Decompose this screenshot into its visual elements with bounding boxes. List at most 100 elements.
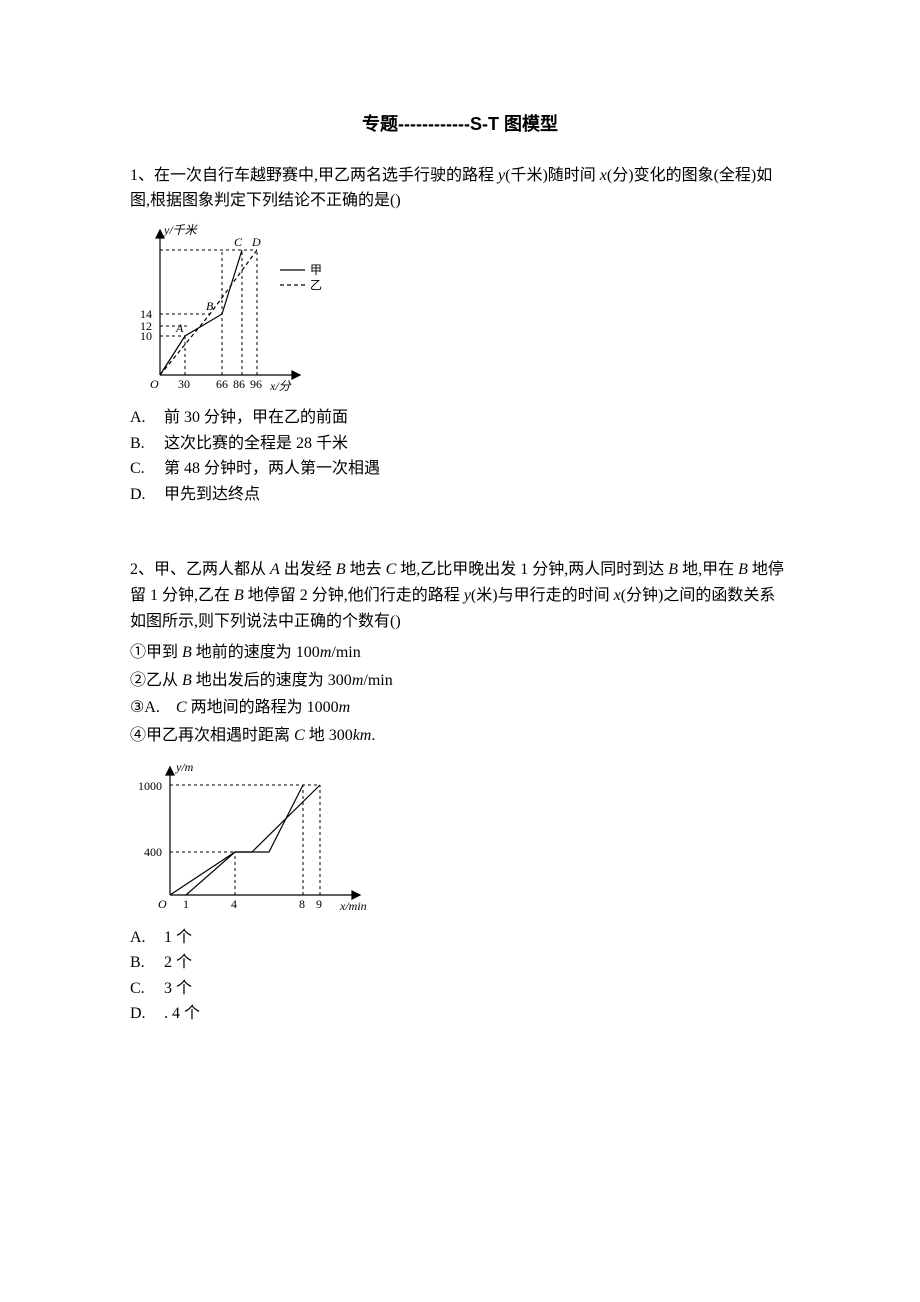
q1-figure: y/千米 x/分 O 10 12 14 30 66 86 96 (130, 220, 790, 395)
q1-let-d: D. (130, 482, 164, 508)
q2-s3-m: m (339, 699, 351, 716)
q2-ytick-1000: 1000 (138, 779, 162, 793)
q1-options: A.前 30 分钟，甲在乙的前面 B.这次比赛的全程是 28 千米 C.第 48… (130, 405, 790, 507)
q1-xtick-66: 66 (216, 377, 228, 391)
q2-xtick-1: 1 (183, 897, 189, 911)
q2-t7: 地停留 2 分钟,他们行走的路程 (244, 587, 464, 604)
q1-stem: 1、在一次自行车越野赛中,甲乙两名选手行驶的路程 y(千米)随时间 x(分)变化… (130, 163, 790, 214)
q2-s4-dot: . (371, 727, 375, 744)
q2-option-b: B.2 个 (130, 950, 790, 976)
page-title: 专题------------S-T 图模型 (130, 110, 790, 139)
q1-ylabel: y/千米 (163, 223, 199, 237)
q1-opt-b-text: 这次比赛的全程是 28 千米 (164, 431, 348, 457)
q2-opt-b-text: 2 个 (164, 950, 192, 976)
q2-statements: ①甲到 B 地前的速度为 100m/min ②乙从 B 地出发后的速度为 300… (130, 640, 790, 748)
q2-xtick-8: 8 (299, 897, 305, 911)
q1-origin: O (150, 377, 159, 391)
q2-s4-mid: 地 300 (305, 727, 353, 744)
q2-xtick-9: 9 (316, 897, 322, 911)
q1-pt-C: C (234, 235, 243, 249)
q1-legend-solid: 甲 (310, 263, 322, 277)
q2-C1: C (386, 561, 397, 578)
q2-let-c: C. (130, 976, 164, 1002)
q2-figure: y/m x/min O 1000 400 1 4 8 9 (130, 755, 790, 915)
q1-option-a: A.前 30 分钟，甲在乙的前面 (130, 405, 790, 431)
q1-xtick-30: 30 (178, 377, 190, 391)
q1-ytick-12: 12 (140, 319, 152, 333)
q1-let-a: A. (130, 405, 164, 431)
q2-A1: A (270, 561, 280, 578)
q2-s2-pre: ②乙从 (130, 672, 182, 689)
q2-B4: B (234, 587, 244, 604)
q1-chart: y/千米 x/分 O 10 12 14 30 66 86 96 (130, 220, 350, 395)
q2-ylabel: y/m (175, 760, 194, 774)
q2-ytick-400: 400 (144, 845, 162, 859)
q1-opt-a-text: 前 30 分钟，甲在乙的前面 (164, 405, 348, 431)
q2-s4: ④甲乙再次相遇时距离 C 地 300km. (130, 723, 790, 749)
q2-s4-km: km (353, 727, 372, 744)
q1-stem-text-1: 1、在一次自行车越野赛中,甲乙两名选手行驶的路程 (130, 167, 498, 184)
q2-option-c: C.3 个 (130, 976, 790, 1002)
q2-origin: O (158, 897, 167, 911)
q2-y: y (464, 587, 471, 604)
q2-B1: B (336, 561, 346, 578)
q2-s4-C: C (294, 727, 305, 744)
q1-let-c: C. (130, 456, 164, 482)
q2-s3-C: C (176, 699, 187, 716)
q2-s1-pre: ①甲到 (130, 644, 182, 661)
q2-s2-unit: /min (363, 672, 392, 689)
q2-B3: B (738, 561, 748, 578)
q2-xtick-4: 4 (231, 897, 237, 911)
q2-let-d: D. (130, 1001, 164, 1027)
q2-let-b: B. (130, 950, 164, 976)
q2-stem: 2、甲、乙两人都从 A 出发经 B 地去 C 地,乙比甲晚出发 1 分钟,两人同… (130, 557, 790, 634)
q2-s1-B: B (182, 644, 192, 661)
q2-t3: 地去 (346, 561, 386, 578)
q1-opt-d-text: 甲先到达终点 (164, 482, 260, 508)
q2-t5: 地,甲在 (678, 561, 738, 578)
q2-t1: 2、甲、乙两人都从 (130, 561, 270, 578)
q1-opt-c-text: 第 48 分钟时，两人第一次相遇 (164, 456, 380, 482)
q2-s3-pre: ③A. (130, 699, 176, 716)
q2-s2: ②乙从 B 地出发后的速度为 300m/min (130, 668, 790, 694)
q2-s1: ①甲到 B 地前的速度为 100m/min (130, 640, 790, 666)
q2-s1-m: m (320, 644, 332, 661)
q2-options: A.1 个 B.2 个 C.3 个 D.. 4 个 (130, 925, 790, 1027)
q2-option-a: A.1 个 (130, 925, 790, 951)
q2-s2-mid: 地出发后的速度为 300 (192, 672, 352, 689)
q2-t4: 地,乙比甲晚出发 1 分钟,两人同时到达 (396, 561, 668, 578)
q1-option-b: B.这次比赛的全程是 28 千米 (130, 431, 790, 457)
q2-option-d: D.. 4 个 (130, 1001, 790, 1027)
page: 专题------------S-T 图模型 1、在一次自行车越野赛中,甲乙两名选… (0, 0, 920, 1097)
q1-option-c: C.第 48 分钟时，两人第一次相遇 (130, 456, 790, 482)
q2-s4-pre: ④甲乙再次相遇时距离 (130, 727, 294, 744)
q2-s2-m: m (352, 672, 364, 689)
q2-xlabel: x/min (339, 899, 367, 913)
q2-s1-mid: 地前的速度为 100 (192, 644, 320, 661)
q1-legend-dashed: 乙 (310, 278, 322, 292)
svg-text:x/分: x/分 (269, 379, 292, 393)
q1-pt-B: B (206, 299, 214, 313)
q1-ytick-14: 14 (140, 307, 152, 321)
q1-let-b: B. (130, 431, 164, 457)
q1-xtick-86: 86 (233, 377, 245, 391)
q2-yunit: (米)与甲行走的时间 (471, 587, 614, 604)
q2-chart: y/m x/min O 1000 400 1 4 8 9 (130, 755, 390, 915)
svg-text:y/千米: y/千米 (163, 223, 199, 237)
q2-B2: B (668, 561, 678, 578)
q1-var-x: x (600, 167, 607, 184)
q2-opt-d-text: . 4 个 (164, 1001, 200, 1027)
q1-xlabel: x/分 (269, 379, 292, 393)
q2-t2: 出发经 (280, 561, 336, 578)
q1-xtick-96: 96 (250, 377, 262, 391)
q2-s3-mid: 两地间的路程为 1000 (187, 699, 339, 716)
q2-s2-B: B (182, 672, 192, 689)
q2-x: x (614, 587, 621, 604)
q2-opt-a-text: 1 个 (164, 925, 192, 951)
q2-s3: ③A. C 两地间的路程为 1000m (130, 695, 790, 721)
q1-pt-A: A (175, 321, 184, 335)
q2-let-a: A. (130, 925, 164, 951)
q1-option-d: D.甲先到达终点 (130, 482, 790, 508)
q2-s1-unit: /min (331, 644, 360, 661)
q1-stem-yunit: (千米)随时间 (505, 167, 600, 184)
